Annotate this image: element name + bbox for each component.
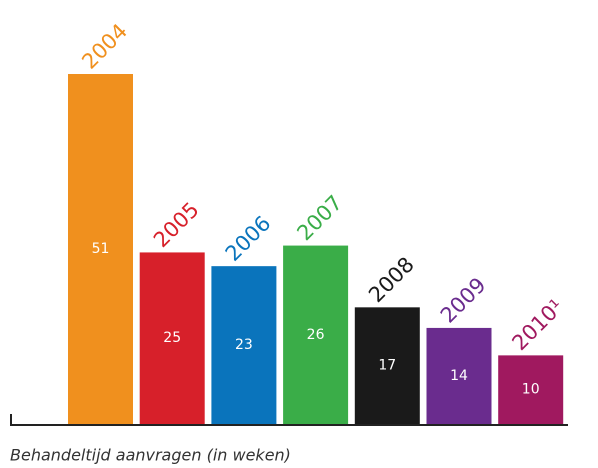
value-label: 10 [522, 382, 540, 398]
value-label: 26 [307, 327, 325, 343]
value-label: 25 [163, 330, 181, 346]
value-label: 23 [235, 337, 253, 353]
value-label: 17 [378, 358, 396, 374]
category-label: 2009 [436, 273, 491, 328]
value-label: 14 [450, 368, 468, 384]
category-label: 2006 [221, 211, 276, 266]
bar [68, 74, 133, 424]
bar [211, 266, 277, 424]
value-label: 51 [92, 241, 110, 257]
category-label: 2010¹ [508, 294, 569, 355]
bar [354, 307, 420, 424]
category-label: 2004 [77, 19, 132, 74]
bar [426, 327, 492, 424]
bar [139, 252, 205, 424]
bar [283, 245, 349, 424]
category-label: 2005 [149, 197, 204, 252]
caption: Behandeltijd aanvragen (in weken) [10, 446, 291, 465]
category-label: 2008 [364, 252, 419, 307]
category-label: 2007 [292, 191, 347, 246]
bar [498, 355, 564, 424]
